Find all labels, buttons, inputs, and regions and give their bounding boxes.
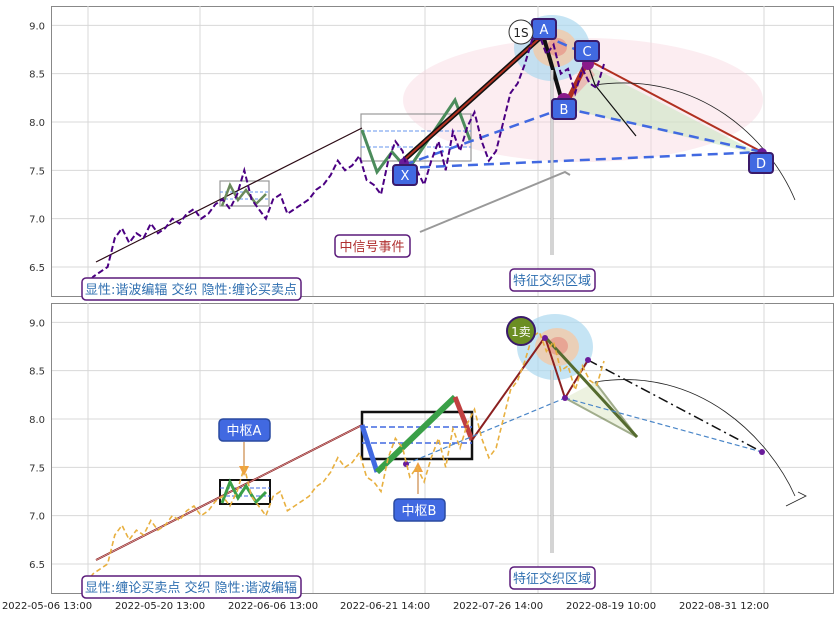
label-x: X <box>392 164 418 186</box>
y-tick-label: 6.5 <box>29 560 45 571</box>
svg-text:特征交织区域: 特征交织区域 <box>513 273 591 289</box>
sell-1s-badge: 1S <box>508 19 534 45</box>
svg-text:A: A <box>540 23 549 38</box>
svg-text:1S: 1S <box>513 26 528 40</box>
y-tick-label: 8.0 <box>29 118 45 129</box>
y-tick-label: 8.0 <box>29 415 45 426</box>
bottom-panel-frame <box>51 303 834 594</box>
y-tick-label: 7.0 <box>29 215 45 226</box>
top-zone-label: 特征交织区域 <box>509 268 596 292</box>
svg-text:显性:谐波编辐 交织 隐性:缠论买卖点: 显性:谐波编辐 交织 隐性:缠论买卖点 <box>85 282 297 298</box>
svg-text:特征交织区域: 特征交织区域 <box>513 571 591 587</box>
x-tick-label: 2022-08-19 10:00 <box>566 601 656 612</box>
x-tick-label: 2022-06-06 13:00 <box>228 601 318 612</box>
top-harmonic-overlay <box>95 15 796 263</box>
bottom-caption: 显性:缠论买卖点 交织 隐性:谐波编辐 <box>81 575 302 599</box>
x-tick-label: 2022-05-06 13:00 <box>2 601 92 612</box>
x-axis: 2022-05-06 13:00 2022-05-20 13:00 2022-06-… <box>2 601 769 612</box>
y-tick-label: 7.5 <box>29 463 45 474</box>
svg-text:X: X <box>401 169 410 184</box>
y-tick-label: 8.5 <box>29 367 45 378</box>
bottom-price-line <box>85 330 605 584</box>
top-price-line <box>85 33 605 287</box>
top-y-axis: 6.5 7.0 7.5 8.0 8.5 9.0 <box>29 21 45 274</box>
svg-text:中信号事件: 中信号事件 <box>339 240 404 255</box>
bottom-zone-label: 特征交织区域 <box>509 566 596 590</box>
y-tick-label: 7.5 <box>29 166 45 177</box>
svg-text:显性:缠论买卖点 交织 隐性:谐波编辐: 显性:缠论买卖点 交织 隐性:谐波编辐 <box>85 580 297 596</box>
label-d: D <box>748 152 774 174</box>
y-tick-label: 8.5 <box>29 70 45 81</box>
svg-text:B: B <box>560 103 569 118</box>
svg-text:D: D <box>756 157 766 172</box>
label-a: A <box>531 18 557 40</box>
sell-1-badge: 1卖 <box>506 316 536 346</box>
pivot-b-label: 中枢B <box>393 498 446 522</box>
y-tick-label: 9.0 <box>29 318 45 329</box>
y-tick-label: 9.0 <box>29 21 45 32</box>
bottom-grid <box>52 303 833 593</box>
svg-text:中枢A: 中枢A <box>227 424 262 439</box>
y-tick-label: 6.5 <box>29 263 45 274</box>
label-c: C <box>574 40 600 62</box>
top-caption: 显性:谐波编辐 交织 隐性:缠论买卖点 <box>81 277 302 301</box>
x-tick-label: 2022-08-31 12:00 <box>679 601 769 612</box>
y-tick-label: 7.0 <box>29 512 45 523</box>
x-tick-label: 2022-06-21 14:00 <box>340 601 430 612</box>
label-b: B <box>551 98 577 120</box>
pivot-a-label: 中枢A <box>218 418 271 442</box>
x-tick-label: 2022-07-26 14:00 <box>453 601 543 612</box>
svg-text:中枢B: 中枢B <box>402 504 437 519</box>
bottom-y-axis: 6.5 7.0 7.5 8.0 8.5 9.0 <box>29 318 45 571</box>
event-label: 中信号事件 <box>334 234 411 258</box>
svg-text:C: C <box>582 45 591 60</box>
x-tick-label: 2022-05-20 13:00 <box>115 601 205 612</box>
svg-text:1卖: 1卖 <box>511 325 531 339</box>
